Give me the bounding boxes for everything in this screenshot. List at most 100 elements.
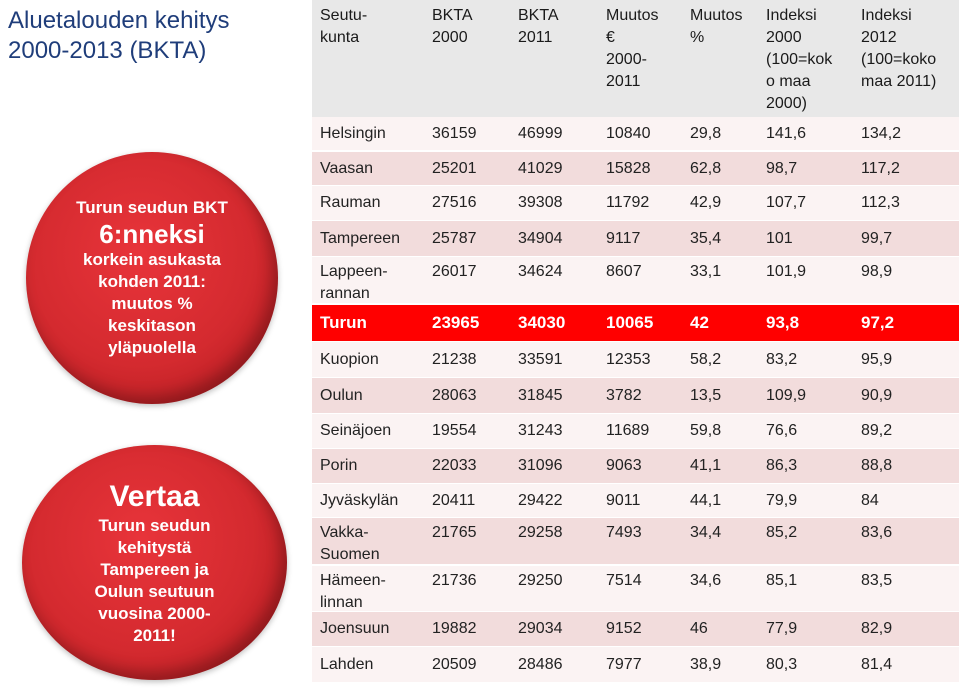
title-line-2: 2000-2013 (BKTA) bbox=[8, 37, 207, 64]
cell-bkta-2011: 31243 bbox=[518, 422, 563, 439]
header-index-2000: Indeksi 2000 (100=kok o maa 2000) bbox=[766, 7, 833, 112]
cell-change-pct: 62,8 bbox=[690, 160, 722, 177]
cell-region: Lahden bbox=[320, 656, 374, 673]
cell-change-pct: 13,5 bbox=[690, 387, 722, 404]
cell-bkta-2000: 25787 bbox=[432, 230, 477, 247]
cell-index-2012: 117,2 bbox=[861, 160, 900, 177]
cell-region: Tampereen bbox=[320, 230, 401, 247]
cell-bkta-2011: 29250 bbox=[518, 572, 563, 589]
cell-index-2012: 81,4 bbox=[861, 656, 893, 673]
cell-region: Turun bbox=[320, 313, 367, 332]
cell-region: Jyväskylän bbox=[320, 492, 399, 509]
cell-region: Seinäjoen bbox=[320, 422, 392, 439]
cell-index-2000: 80,3 bbox=[766, 656, 798, 673]
cell-bkta-2000: 20411 bbox=[432, 492, 476, 509]
cell-change-eur: 3782 bbox=[606, 387, 642, 404]
cell-change-eur: 9117 bbox=[606, 230, 641, 247]
cell-index-2000: 101 bbox=[766, 230, 793, 247]
cell-index-2000: 79,9 bbox=[766, 492, 798, 509]
table-row: Joensuun 19882 29034 9152 46 77,9 82,9 bbox=[312, 612, 959, 646]
page-title: Aluetalouden kehitys 2000-2013 (BKTA) bbox=[8, 6, 308, 66]
header-index-2012: Indeksi 2012 (100=koko maa 2011) bbox=[861, 7, 937, 90]
callout-top-line-3: korkein asukasta bbox=[83, 250, 221, 269]
cell-change-pct: 33,1 bbox=[690, 263, 722, 280]
cell-change-eur: 10840 bbox=[606, 125, 651, 142]
cell-change-pct: 34,6 bbox=[690, 572, 722, 589]
callout-bottom-line-3: kehitystä bbox=[117, 537, 192, 557]
cell-change-pct: 29,8 bbox=[690, 125, 722, 142]
cell-bkta-2000: 20509 bbox=[432, 656, 477, 673]
table-row: Turun 23965 34030 10065 42 93,8 97,2 bbox=[312, 305, 959, 341]
cell-bkta-2011: 39308 bbox=[518, 194, 563, 211]
cell-bkta-2000: 25201 bbox=[432, 160, 477, 177]
cell-index-2000: 98,7 bbox=[766, 160, 798, 177]
cell-bkta-2000: 21238 bbox=[432, 351, 477, 368]
cell-bkta-2000: 19882 bbox=[432, 620, 477, 637]
cell-bkta-2011: 34030 bbox=[518, 313, 566, 332]
callout-circle-top: Turun seudun BKT 6:nneksi korkein asukas… bbox=[26, 152, 278, 404]
callout-bottom-line-5: Oulun seutuun bbox=[94, 581, 215, 601]
cell-change-pct: 34,4 bbox=[690, 524, 722, 541]
cell-region: Vakka- Suomen bbox=[320, 524, 380, 563]
cell-index-2012: 82,9 bbox=[861, 620, 893, 637]
callout-bottom-line-1: Vertaa bbox=[109, 479, 200, 513]
table-row: Jyväskylän 20411 29422 9011 44,1 79,9 84 bbox=[312, 484, 959, 517]
cell-bkta-2000: 22033 bbox=[432, 457, 477, 474]
cell-change-eur: 10065 bbox=[606, 313, 654, 332]
table-row: Kuopion 21238 33591 12353 58,2 83,2 95,9 bbox=[312, 342, 959, 377]
cell-change-eur: 8607 bbox=[606, 263, 642, 280]
cell-index-2000: 141,6 bbox=[766, 125, 807, 142]
cell-change-pct: 44,1 bbox=[690, 492, 722, 509]
callout-top-line-2: 6:nneksi bbox=[99, 219, 205, 249]
cell-bkta-2000: 19554 bbox=[432, 422, 477, 439]
cell-bkta-2011: 31096 bbox=[518, 457, 563, 474]
cell-index-2000: 101,9 bbox=[766, 263, 807, 280]
table-row: Porin 22033 31096 9063 41,1 86,3 88,8 bbox=[312, 449, 959, 483]
cell-bkta-2000: 21736 bbox=[432, 572, 477, 589]
header-region: Seutu- kunta bbox=[320, 7, 368, 46]
callout-bottom-line-4: Tampereen ja bbox=[100, 559, 209, 579]
cell-index-2000: 76,6 bbox=[766, 422, 798, 439]
cell-change-eur: 11792 bbox=[606, 194, 650, 211]
cell-index-2000: 77,9 bbox=[766, 620, 798, 637]
cell-change-pct: 58,2 bbox=[690, 351, 722, 368]
cell-change-eur: 11689 bbox=[606, 422, 650, 439]
cell-bkta-2000: 23965 bbox=[432, 313, 480, 332]
table-row: Helsingin 36159 46999 10840 29,8 141,6 134,2 bbox=[312, 117, 959, 150]
cell-region: Oulun bbox=[320, 387, 363, 404]
title-line-1: Aluetalouden kehitys bbox=[8, 7, 230, 34]
callout-bottom-line-2: Turun seudun bbox=[98, 515, 211, 535]
table-row: Lappeen- rannan 26017 34624 8607 33,1 101,9 98… bbox=[312, 257, 959, 303]
header-change-pct: Muutos % bbox=[690, 7, 743, 46]
cell-bkta-2011: 29258 bbox=[518, 524, 563, 541]
cell-bkta-2011: 33591 bbox=[518, 351, 563, 368]
cell-change-pct: 35,4 bbox=[690, 230, 722, 247]
cell-index-2012: 99,7 bbox=[861, 230, 893, 247]
header-bkta-2000: BKTA 2000 bbox=[432, 7, 473, 46]
cell-index-2012: 88,8 bbox=[861, 457, 893, 474]
cell-change-eur: 15828 bbox=[606, 160, 651, 177]
callout-top-line-6: keskitason bbox=[108, 316, 196, 335]
cell-region: Vaasan bbox=[320, 160, 374, 177]
cell-index-2012: 83,6 bbox=[861, 524, 893, 541]
cell-index-2012: 83,5 bbox=[861, 572, 893, 589]
cell-change-eur: 7493 bbox=[606, 524, 642, 541]
header-bkta-2011: BKTA 2011 bbox=[518, 7, 559, 46]
table-row: Vaasan 25201 41029 15828 62,8 98,7 117,2 bbox=[312, 152, 959, 185]
cell-index-2012: 84 bbox=[861, 492, 879, 509]
cell-region: Joensuun bbox=[320, 620, 390, 637]
cell-index-2000: 93,8 bbox=[766, 313, 800, 332]
cell-bkta-2011: 34624 bbox=[518, 263, 563, 280]
cell-change-eur: 9011 bbox=[606, 492, 641, 509]
callout-bottom-line-7: 2011! bbox=[133, 625, 176, 645]
cell-index-2012: 89,2 bbox=[861, 422, 893, 439]
table-row: Hämeen- linnan 21736 29250 7514 34,6 85,1 83,5 bbox=[312, 566, 959, 611]
cell-region: Porin bbox=[320, 457, 358, 474]
cell-region: Helsingin bbox=[320, 125, 386, 142]
callout-top-line-7: yläpuolella bbox=[108, 338, 196, 357]
cell-index-2012: 98,9 bbox=[861, 263, 893, 280]
cell-bkta-2011: 28486 bbox=[518, 656, 563, 673]
cell-bkta-2011: 46999 bbox=[518, 125, 563, 142]
cell-bkta-2011: 41029 bbox=[518, 160, 563, 177]
table-row: Vakka- Suomen 21765 29258 7493 34,4 85,2 83,6 bbox=[312, 518, 959, 564]
